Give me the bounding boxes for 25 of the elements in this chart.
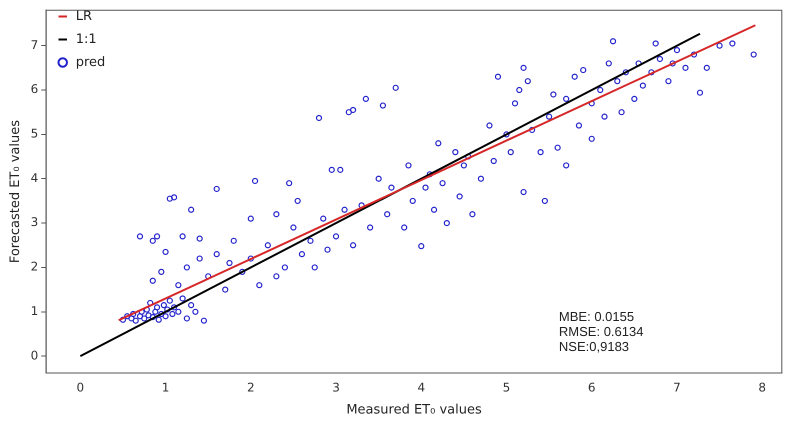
x-tick-label: 8 [758,380,766,394]
x-tick-label: 4 [417,380,426,394]
y-tick-label: 6 [30,82,38,96]
x-tick-label: 3 [332,380,340,394]
y-tick-label: 2 [30,260,38,274]
annotation: RMSE: 0.6134 [558,324,644,339]
x-axis-title: Measured ET₀ values [346,402,482,418]
y-tick-label: 0 [30,348,38,362]
x-tick-label: 0 [76,380,84,394]
legend-label: 1:1 [76,32,97,47]
x-tick-label: 5 [502,380,510,394]
y-tick-label: 1 [30,304,38,318]
x-tick-label: 1 [162,380,170,394]
x-tick-label: 7 [673,380,681,394]
y-axis-title: Forecasted ET₀ values [8,120,24,264]
y-tick-label: 4 [30,170,38,185]
legend-label: LR [76,8,92,24]
annotation: MBE: 0.0155 [558,309,634,324]
y-tick-label: 5 [30,126,38,141]
x-tick-label: 2 [246,380,255,394]
y-tick-label: 3 [30,215,38,230]
annotation: NSE:0,9183 [558,339,630,354]
legend-label: pred [76,54,106,70]
x-tick-label: 6 [588,380,596,394]
y-tick-label: 7 [30,38,38,52]
